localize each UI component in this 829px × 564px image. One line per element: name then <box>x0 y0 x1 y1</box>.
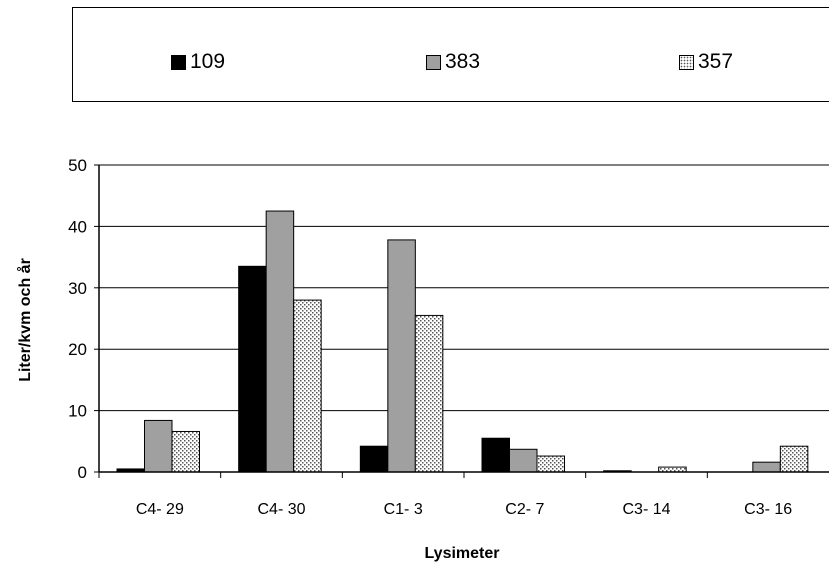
legend-swatch-383 <box>426 54 441 70</box>
bar-109-2 <box>359 445 389 473</box>
x-axis-title: Lysimeter <box>425 545 500 562</box>
legend-item-357: 357 <box>679 50 733 74</box>
y-tick-label: 0 <box>78 463 87 482</box>
bar-383-1 <box>265 210 295 473</box>
y-tick-label: 30 <box>68 279 87 298</box>
bars <box>116 210 809 473</box>
y-axis-title: Liter/kvm och år <box>16 258 34 382</box>
bar-383-5 <box>752 461 781 473</box>
gridlines <box>99 164 829 412</box>
x-tick-label: C1- 3 <box>384 501 423 518</box>
x-tick-label: C3- 16 <box>744 501 792 518</box>
bar-357-2 <box>414 314 444 473</box>
y-tick-labels: 0 10 20 30 40 50 <box>68 156 87 482</box>
x-tick-labels: C4- 29 C4- 30 C1- 3 C2- 7 C3- 14 C3- 16 <box>136 501 792 518</box>
bar-109-1 <box>238 265 267 473</box>
x-tick-label: C2- 7 <box>505 501 544 518</box>
bar-357-1 <box>293 299 322 473</box>
axes <box>94 164 829 478</box>
bar-383-2 <box>387 239 416 473</box>
legend-item-109: 109 <box>171 50 225 74</box>
legend: 109 383 357 <box>72 7 829 102</box>
legend-swatch-109 <box>171 54 186 70</box>
y-tick-label: 40 <box>68 217 87 236</box>
bar-109-3 <box>481 437 510 473</box>
bar-383-0 <box>144 419 173 473</box>
legend-item-383: 383 <box>426 50 480 74</box>
legend-label-357: 357 <box>698 50 734 73</box>
bar-383-3 <box>509 448 538 473</box>
x-tick-label: C4- 30 <box>257 501 305 518</box>
legend-label-383: 383 <box>445 50 481 73</box>
x-tick-label: C4- 29 <box>136 501 184 518</box>
legend-label-109: 109 <box>190 50 226 73</box>
legend-swatch-357 <box>679 54 694 70</box>
y-tick-label: 50 <box>68 156 87 175</box>
x-tick-label: C3- 14 <box>622 501 670 518</box>
bar-357-5 <box>779 445 809 473</box>
bar-357-0 <box>171 430 200 473</box>
bar-357-3 <box>536 455 565 473</box>
y-tick-label: 20 <box>68 340 87 359</box>
y-tick-label: 10 <box>68 402 87 421</box>
